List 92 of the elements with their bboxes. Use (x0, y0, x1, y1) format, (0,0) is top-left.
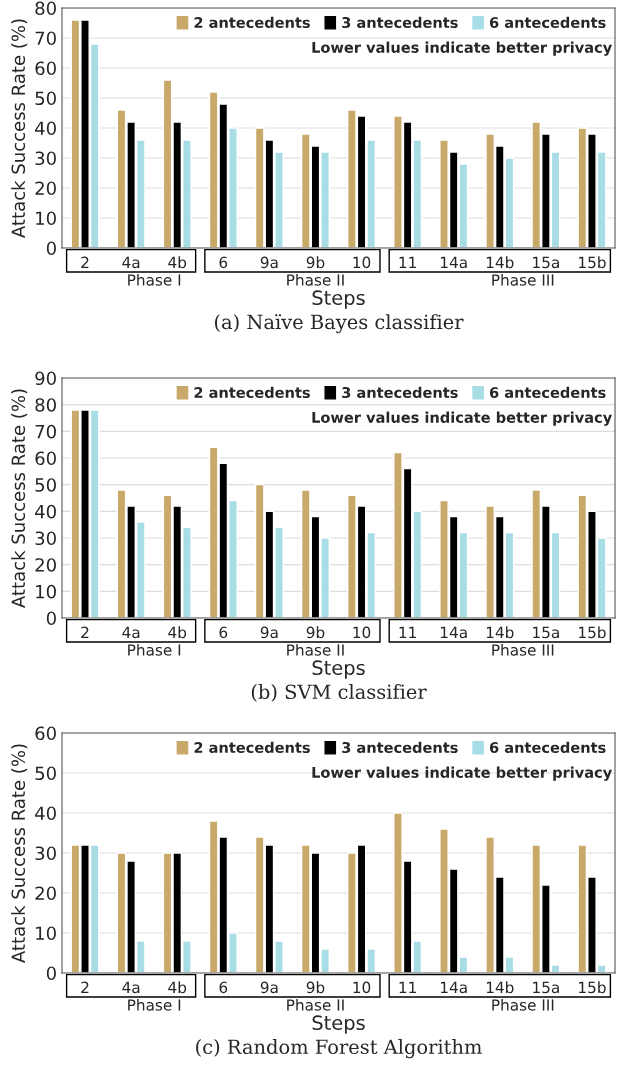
y-tick-label: 60 (35, 61, 56, 76)
x-tick-label: 14a (440, 981, 467, 994)
y-tick-label: 50 (35, 478, 56, 492)
text: (a) Naïve Bayes classifier (215, 314, 464, 334)
x-tick-label: 2 (81, 626, 89, 638)
x-tick-label: 14a (440, 256, 467, 269)
x-tick-label: 15a (533, 256, 559, 269)
x-tick-label: 9b (306, 256, 325, 269)
x-tick-label: 15b (579, 626, 606, 639)
text: Phase III (492, 273, 554, 286)
legend-label: 3 antecedents (342, 16, 458, 29)
legend-label: 6 antecedents (489, 741, 606, 754)
x-tick-label: 2 (81, 256, 89, 268)
x-tick-label: 4b (168, 256, 187, 269)
y-tick-label: 60 (35, 726, 56, 741)
y-tick-label: 0 (46, 611, 56, 626)
x-tick-label: 15b (579, 256, 606, 269)
legend-label: 6 antecedents (489, 386, 606, 399)
x-tick-label: 6 (219, 256, 228, 269)
y-tick-label: 20 (35, 886, 56, 901)
y-tick-label: 80 (35, 1, 56, 16)
y-tick-label: 20 (35, 181, 56, 196)
text: Phase III (492, 643, 554, 656)
y-axis-title: Attack Success Rate (%) (11, 744, 28, 963)
legend-label: 2 antecedents (194, 741, 310, 754)
y-tick-label: 30 (35, 151, 56, 166)
y-tick-label: 10 (36, 584, 56, 599)
text: Phase I (128, 998, 181, 1011)
y-tick-label: 80 (35, 398, 56, 412)
x-tick-label: 10 (353, 626, 371, 639)
x-tick-label: 4b (168, 981, 187, 994)
legend-label: 2 antecedents (194, 386, 310, 399)
x-tick-label: 14a (440, 626, 467, 639)
y-tick-label: 0 (46, 241, 56, 256)
x-tick-label: 9b (306, 626, 325, 639)
x-tick-label: 11 (399, 981, 416, 993)
x-tick-label: 11 (399, 626, 416, 638)
x-tick-label: 10 (353, 256, 371, 269)
annotation: Lower values indicate better privacy (312, 766, 612, 781)
x-tick-label: 9a (260, 256, 278, 269)
x-tick-label: 4a (122, 256, 140, 269)
y-tick-label: 40 (35, 121, 56, 136)
y-tick-label: 40 (35, 806, 56, 821)
x-tick-label: 9a (260, 981, 278, 994)
y-tick-label: 10 (36, 926, 56, 941)
y-axis-title: Attack Success Rate (%) (11, 389, 28, 608)
x-tick-label: 2 (81, 981, 89, 993)
y-tick-label: 50 (35, 766, 56, 781)
text: Phase II (287, 273, 344, 286)
x-tick-label: 11 (399, 256, 416, 268)
text: Phase I (128, 273, 181, 286)
text: Phase II (287, 998, 344, 1011)
x-tick-label: 14b (486, 981, 514, 994)
annotation: Lower values indicate better privacy (312, 41, 612, 56)
x-tick-label: 9a (260, 626, 278, 639)
x-tick-label: 4b (168, 626, 187, 639)
legend-label: 6 antecedents (489, 16, 606, 29)
text: Phase I (128, 643, 181, 656)
y-tick-label: 30 (35, 846, 56, 861)
x-tick-label: 6 (219, 981, 228, 994)
x-axis-title: Steps (312, 1015, 365, 1034)
x-tick-label: 4a (122, 626, 140, 639)
x-tick-label: 15b (579, 981, 606, 994)
x-tick-label: 14b (486, 256, 514, 269)
y-tick-label: 30 (35, 531, 56, 546)
x-tick-label: 15a (533, 981, 559, 994)
text: (c) Random Forest Algorithm (196, 1039, 482, 1059)
x-tick-label: 10 (353, 981, 371, 994)
legend-label: 3 antecedents (342, 741, 458, 754)
x-tick-label: 15a (533, 626, 559, 639)
y-tick-label: 60 (35, 451, 56, 466)
x-tick-label: 14b (486, 626, 514, 639)
text: (b) SVM classifier (251, 684, 427, 702)
x-tick-label: 4a (122, 981, 140, 994)
y-tick-label: 50 (35, 91, 56, 106)
y-tick-label: 70 (35, 424, 56, 439)
y-tick-label: 20 (35, 558, 56, 572)
y-tick-label: 0 (46, 966, 56, 981)
y-tick-label: 70 (35, 31, 56, 46)
x-axis-title: Steps (312, 660, 365, 679)
legend-label: 3 antecedents (342, 386, 458, 399)
y-tick-label: 40 (35, 504, 56, 519)
x-tick-label: 6 (219, 626, 228, 639)
annotation: Lower values indicate better privacy (312, 411, 612, 426)
x-axis-title: Steps (312, 290, 365, 309)
legend-label: 2 antecedents (194, 16, 310, 29)
y-tick-label: 90 (35, 371, 56, 386)
text: Phase II (287, 643, 344, 656)
text: Phase III (492, 998, 554, 1011)
x-tick-label: 9b (306, 981, 325, 994)
y-tick-label: 10 (36, 211, 56, 226)
y-axis-title: Attack Success Rate (%) (11, 19, 28, 238)
